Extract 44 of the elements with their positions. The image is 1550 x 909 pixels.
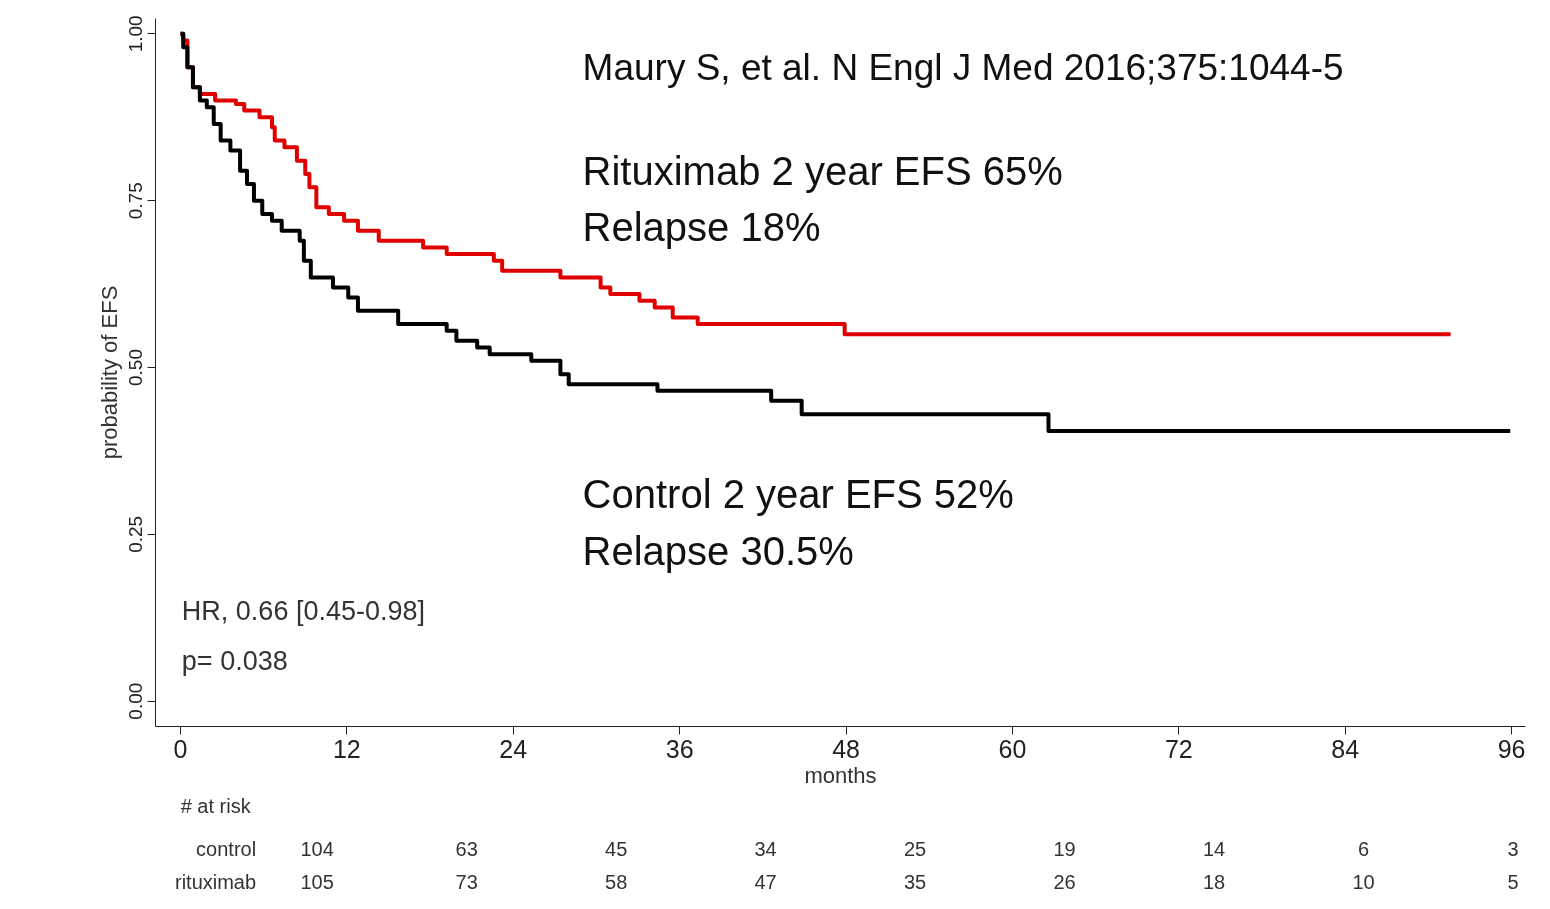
x-tick-label: 12 [332,734,361,763]
text: 6 [1358,837,1370,860]
x-tick-label: 96 [1497,734,1526,763]
text: 73 [455,870,478,893]
text: 5 [1507,870,1519,893]
y-tick-label: 0.00 [125,682,147,720]
y-tick-label: 1.00 [125,15,147,53]
text: 105 [300,870,334,893]
x-tick-label: 36 [665,734,694,763]
annotation: p= 0.038 [181,646,288,677]
text: 19 [1053,837,1076,860]
text: 10 [1352,870,1375,893]
y-axis-title: probability of EFS [96,285,122,460]
text: 25 [903,837,927,860]
text: 58 [605,870,628,893]
x-tick-label: 48 [832,734,860,763]
x-tick-label: 60 [998,734,1027,763]
text: rituximab [174,870,257,893]
x-tick-label: 84 [1331,734,1360,763]
text: 3 [1507,837,1519,860]
text: control [196,837,257,860]
text: 104 [300,837,334,860]
annotation: Rituximab 2 year EFS 65% [582,148,1063,193]
y-tick-label: 0.50 [125,349,147,386]
text: 47 [754,870,777,893]
x-tick-label: 72 [1164,734,1193,763]
annotation: Maury S, et al. N Engl J Med 2016;375:1044-5 [582,46,1344,88]
text: 14 [1202,837,1226,860]
text: 45 [605,837,628,860]
annotation: HR, 0.66 [0.45-0.98] [181,596,425,627]
annotation: Control 2 year EFS 52% [582,472,1014,517]
x-axis-title: months [804,762,877,788]
text: 26 [1053,870,1076,893]
y-tick-label: 0.75 [125,182,147,220]
annotation: Relapse 18% [582,205,821,250]
text: # at risk [180,794,252,817]
y-tick-label: 0.25 [125,515,147,553]
x-tick-label: 0 [173,734,188,763]
text: 63 [455,837,478,860]
text: 34 [754,837,777,860]
text: 35 [903,870,927,893]
x-tick-label: 24 [499,734,528,763]
annotation: Relapse 30.5% [582,529,854,573]
text: 18 [1202,870,1226,893]
